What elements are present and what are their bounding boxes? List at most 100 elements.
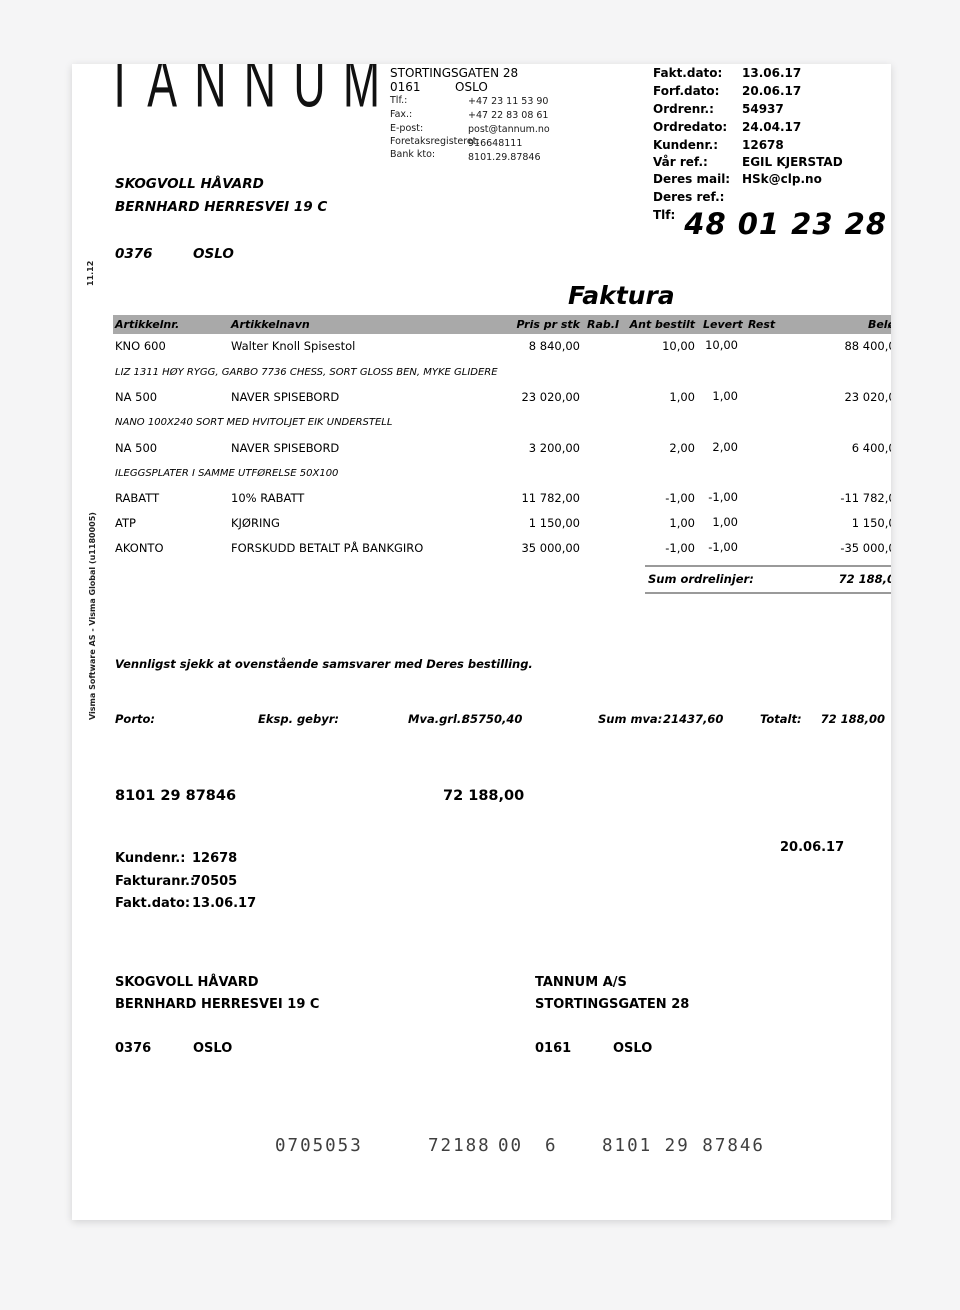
customer-number-value: 12678: [742, 138, 784, 152]
row-ordered: 1,00: [669, 390, 695, 404]
giro-due-date: 20.06.17: [780, 840, 845, 855]
row-name: FORSKUDD BETALT PÅ BANKGIRO: [231, 541, 424, 555]
due-date-value: 20.06.17: [742, 84, 802, 98]
row-note: ILEGGSPLATER I SAMME UTFØRELSE 50X100: [115, 468, 339, 479]
col-header-rab: Rab.I: [587, 318, 620, 331]
total-value: 72 188,00: [820, 712, 885, 726]
row-name: NAVER SPISEBORD: [231, 390, 340, 404]
their-ref-label: Deres ref.:: [653, 190, 725, 204]
col-header-price: Pris pr stk: [516, 318, 580, 331]
giro-invoice-date-value: 13.06.17: [192, 896, 257, 911]
row-ordered: 1,00: [669, 516, 695, 530]
our-ref-label: Vår ref.:: [653, 155, 708, 169]
row-artnr: AKONTO: [115, 541, 164, 555]
ocr-kid: 0705053: [275, 1136, 363, 1156]
giro-customer-number-value: 12678: [192, 851, 238, 866]
col-header-delivered: Levert: [703, 318, 743, 331]
customer-name: SKOGVOLL HÅVARD: [115, 176, 264, 192]
giro-invoice-number-value: 70505: [192, 874, 238, 889]
payer-street: BERNHARD HERRESVEI 19 C: [115, 997, 320, 1012]
company-fax-value: +47 22 83 08 61: [468, 110, 549, 121]
row-artnr: NA 500: [115, 390, 158, 404]
row-artnr: ATP: [115, 516, 136, 530]
col-header-artnr: Artikkelnr.: [115, 318, 180, 331]
row-amount: 1 150,00: [851, 516, 891, 530]
giro-amount: 72 188,00: [443, 788, 525, 804]
company-bank-label: Bank kto:: [390, 149, 436, 160]
ocr-amount-ore: 00: [498, 1136, 524, 1156]
row-delivered: 10,00: [705, 338, 738, 352]
their-mail-value: HSk@clp.no: [742, 172, 822, 186]
their-mail-label: Deres mail:: [653, 172, 731, 186]
payer-name: SKOGVOLL HÅVARD: [115, 975, 259, 990]
row-price: 1 150,00: [528, 516, 580, 530]
ocr-account-number: 8101 29 87846: [602, 1136, 765, 1156]
invoice-page: TANNUM STORTINGSGATEN 28 0161 OSLO Tlf.:…: [72, 64, 891, 1220]
company-regnr-value: 916648111: [468, 138, 523, 149]
total-label: Totalt:: [760, 712, 802, 726]
company-phone-label: Tlf.:: [390, 95, 408, 106]
sum-mva-value: 21437,60: [663, 712, 724, 726]
document-title: Faktura: [568, 281, 675, 310]
company-email-value: post@tannum.no: [468, 124, 550, 135]
col-header-ordered: Ant bestilt: [629, 318, 695, 331]
row-name: Walter Knoll Spisestol: [231, 339, 356, 353]
row-delivered: -1,00: [708, 540, 738, 554]
ocr-check-digit: 6: [545, 1136, 558, 1156]
company-city: OSLO: [455, 80, 488, 94]
customer-street: BERNHARD HERRESVEI 19 C: [115, 199, 328, 215]
margin-note-top: 11.12: [86, 260, 95, 286]
payer-city: OSLO: [193, 1041, 233, 1056]
row-artnr: KNO 600: [115, 339, 166, 353]
eksp-gebyr-label: Eksp. gebyr:: [258, 712, 339, 726]
company-regnr-label: Foretaksregisteret:: [390, 136, 480, 147]
row-delivered: 1,00: [712, 389, 738, 403]
ocr-amount-kroner: 72188: [428, 1136, 491, 1156]
company-fax-label: Fax.:: [390, 109, 413, 120]
payee-city: OSLO: [613, 1041, 653, 1056]
company-street: STORTINGSGATEN 28: [390, 66, 519, 80]
order-date-label: Ordredato:: [653, 120, 728, 134]
row-amount: 6 400,00: [851, 441, 891, 455]
our-ref-value: EGIL KJERSTAD: [742, 155, 843, 169]
company-phone-value: +47 23 11 53 90: [468, 96, 549, 107]
row-price: 3 200,00: [528, 441, 580, 455]
row-name: 10% RABATT: [231, 491, 305, 505]
giro-invoice-date-label: Fakt.dato:: [115, 896, 191, 911]
payer-zip: 0376: [115, 1041, 152, 1056]
row-price: 8 840,00: [528, 339, 580, 353]
company-logo: TANNUM: [106, 64, 398, 123]
customer-city: OSLO: [193, 246, 234, 262]
row-amount: -11 782,00: [840, 491, 891, 505]
row-price: 11 782,00: [521, 491, 580, 505]
order-number-value: 54937: [742, 102, 784, 116]
invoice-date-value: 13.06.17: [742, 66, 802, 80]
row-ordered: -1,00: [665, 491, 695, 505]
row-price: 23 020,00: [521, 390, 580, 404]
row-delivered: -1,00: [708, 490, 738, 504]
row-ordered: 10,00: [662, 339, 695, 353]
col-header-name: Artikkelnavn: [231, 318, 310, 331]
order-number-label: Ordrenr.:: [653, 102, 714, 116]
porto-label: Porto:: [115, 712, 155, 726]
row-delivered: 2,00: [712, 440, 738, 454]
giro-invoice-number-label: Fakturanr.:: [115, 874, 196, 889]
row-ordered: 2,00: [669, 441, 695, 455]
col-header-amount: Beløp: [867, 318, 891, 331]
row-artnr: NA 500: [115, 441, 158, 455]
order-date-value: 24.04.17: [742, 120, 802, 134]
row-price: 35 000,00: [521, 541, 580, 555]
company-bank-value: 8101.29.87846: [468, 152, 541, 163]
phone-label: Tlf:: [653, 208, 676, 222]
company-email-label: E-post:: [390, 123, 424, 134]
sum-rule-bottom: [645, 592, 891, 594]
giro-account-number: 8101 29 87846: [115, 788, 237, 804]
company-zip: 0161: [390, 80, 421, 94]
row-amount: 88 400,00: [844, 339, 891, 353]
row-amount: -35 000,00: [840, 541, 891, 555]
customer-number-label: Kundenr.:: [653, 138, 719, 152]
row-note: NANO 100X240 SORT MED HVITOLJET EIK UNDE…: [115, 417, 393, 428]
giro-customer-number-label: Kundenr.:: [115, 851, 186, 866]
row-note: LIZ 1311 HØY RYGG, GARBO 7736 CHESS, SOR…: [115, 367, 498, 378]
mva-grl-value: 85750,40: [462, 712, 523, 726]
